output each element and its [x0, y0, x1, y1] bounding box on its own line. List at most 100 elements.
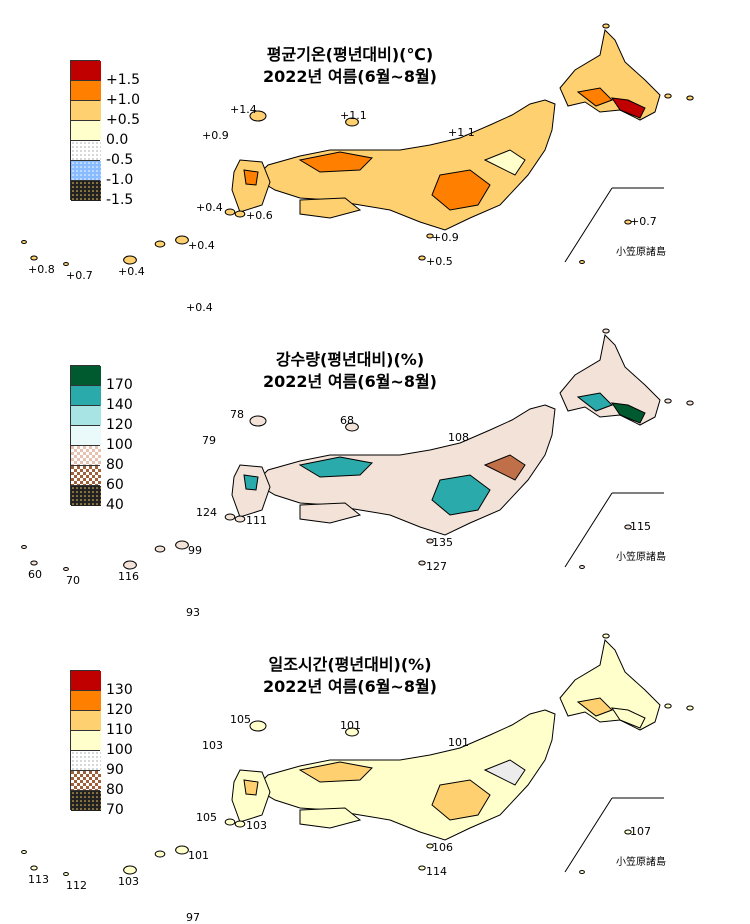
legend-swatch	[70, 770, 101, 791]
legend-label: +1.5	[106, 72, 140, 88]
station-value: 60	[28, 568, 42, 581]
legend-label: 120	[106, 417, 133, 433]
legend-label: -0.5	[106, 152, 134, 168]
legend-swatch	[70, 180, 101, 201]
legend-swatch	[70, 445, 101, 466]
precipitation-panel: 강수량(평년대비)(%) 2022년 여름(6월~8월) 170 140 120 100 8…	[0, 305, 750, 618]
station-value: 135	[432, 536, 453, 549]
japan-map	[21, 23, 694, 266]
station-value: 105	[196, 811, 217, 824]
legend-swatch	[70, 80, 101, 101]
legend-label: 90	[106, 762, 124, 778]
legend-swatch	[70, 690, 101, 711]
station-value: 68	[340, 414, 354, 427]
title-line-1: 평균기온(평년대비)(℃)	[266, 45, 434, 64]
station-value: 101	[340, 719, 361, 732]
title-line-2: 2022년 여름(6월~8월)	[263, 372, 437, 391]
station-value: +0.4	[186, 301, 213, 314]
station-value: 103	[202, 739, 223, 752]
station-value: 78	[230, 408, 244, 421]
station-value: 107	[630, 825, 651, 838]
legend-swatch	[70, 750, 101, 771]
station-value: 113	[28, 873, 49, 886]
station-value: +0.9	[432, 231, 459, 244]
legend-swatch	[70, 120, 101, 141]
station-value: +0.4	[118, 265, 145, 278]
station-value: +0.4	[188, 239, 215, 252]
station-value: 115	[630, 520, 651, 533]
station-value: +0.4	[196, 201, 223, 214]
legend-label: +0.5	[106, 112, 140, 128]
japan-map	[21, 633, 694, 876]
legend-label: -1.5	[106, 192, 134, 208]
japan-map	[21, 328, 694, 571]
legend-label: 70	[106, 802, 124, 818]
legend-swatch	[70, 100, 101, 121]
legend-label: 80	[106, 457, 124, 473]
station-value: 112	[66, 879, 87, 892]
bonin-islands-label: 小笠原諸島	[616, 247, 666, 258]
station-value: 103	[118, 875, 139, 888]
legend-swatch	[70, 465, 101, 486]
legend-swatch	[70, 140, 101, 161]
station-value: +0.9	[202, 129, 229, 142]
station-value: 114	[426, 865, 447, 878]
legend-swatch	[70, 485, 101, 506]
legend-swatch	[70, 730, 101, 751]
map-title: 일조시간(평년대비)(%) 2022년 여름(6월~8월)	[200, 654, 500, 698]
station-value: +0.5	[426, 255, 453, 268]
station-value: 108	[448, 431, 469, 444]
station-value: 106	[432, 841, 453, 854]
station-value: +0.7	[630, 215, 657, 228]
legend-label: 40	[106, 497, 124, 513]
legend-label: 110	[106, 722, 133, 738]
station-value: +0.8	[28, 263, 55, 276]
legend-label: 140	[106, 397, 133, 413]
legend-label: +1.0	[106, 92, 140, 108]
legend-label: 60	[106, 477, 124, 493]
map-title: 강수량(평년대비)(%) 2022년 여름(6월~8월)	[200, 349, 500, 393]
station-value: 101	[188, 849, 209, 862]
station-value: +0.7	[66, 269, 93, 282]
title-line-1: 강수량(평년대비)(%)	[275, 350, 425, 369]
station-value: 101	[448, 736, 469, 749]
station-value: 127	[426, 560, 447, 573]
map-title: 평균기온(평년대비)(℃) 2022년 여름(6월~8월)	[200, 44, 500, 88]
title-line-1: 일조시간(평년대비)(%)	[268, 655, 432, 674]
station-value: 103	[246, 819, 267, 832]
bonin-islands-label: 小笠原諸島	[616, 857, 666, 868]
legend-swatch	[70, 710, 101, 731]
station-value: +1.1	[340, 109, 367, 122]
station-value: +0.6	[246, 209, 273, 222]
station-value: 116	[118, 570, 139, 583]
station-value: 79	[202, 434, 216, 447]
legend-label: 0.0	[106, 132, 129, 148]
station-value: 99	[188, 544, 202, 557]
station-value: 105	[230, 713, 251, 726]
title-line-2: 2022년 여름(6월~8월)	[263, 677, 437, 696]
sunshine-panel: 일조시간(평년대비)(%) 2022년 여름(6월~8월) 130 120 110 100…	[0, 610, 750, 923]
station-value: 70	[66, 574, 80, 587]
legend-swatch	[70, 385, 101, 406]
bonin-islands-label: 小笠原諸島	[616, 552, 666, 563]
legend-label: 80	[106, 782, 124, 798]
legend-swatch	[70, 670, 101, 691]
legend-swatch	[70, 60, 101, 81]
legend-swatch	[70, 790, 101, 811]
station-value: 111	[246, 514, 267, 527]
station-value: +1.4	[230, 103, 257, 116]
legend-swatch	[70, 160, 101, 181]
legend-label: -1.0	[106, 172, 134, 188]
station-value: +1.1	[448, 126, 475, 139]
legend-swatch	[70, 365, 101, 386]
station-value: 93	[186, 606, 200, 619]
station-value: 124	[196, 506, 217, 519]
legend-label: 130	[106, 682, 133, 698]
legend-label: 170	[106, 377, 133, 393]
legend-swatch	[70, 405, 101, 426]
legend-swatch	[70, 425, 101, 446]
legend-label: 100	[106, 437, 133, 453]
legend-label: 100	[106, 742, 133, 758]
legend-label: 120	[106, 702, 133, 718]
station-value: 97	[186, 911, 200, 924]
